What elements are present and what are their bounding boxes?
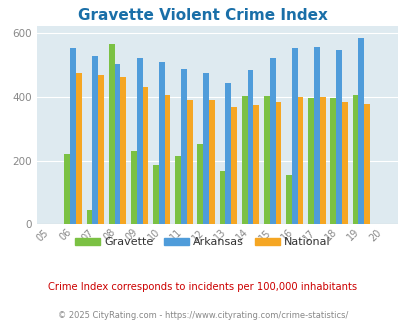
Bar	[275, 102, 281, 224]
Bar	[120, 78, 126, 224]
Bar	[209, 100, 214, 224]
Bar	[297, 97, 303, 224]
Bar	[319, 97, 325, 224]
Bar	[158, 62, 164, 224]
Bar	[98, 75, 104, 224]
Bar	[203, 73, 209, 224]
Bar	[291, 48, 297, 224]
Bar	[109, 44, 114, 224]
Bar	[330, 98, 335, 224]
Bar	[153, 165, 158, 224]
Bar	[92, 56, 98, 224]
Bar	[219, 171, 225, 224]
Bar	[64, 154, 70, 224]
Text: Gravette Violent Crime Index: Gravette Violent Crime Index	[78, 8, 327, 23]
Bar	[76, 73, 81, 224]
Bar	[86, 210, 92, 224]
Bar	[263, 96, 269, 224]
Bar	[164, 95, 170, 224]
Bar	[247, 70, 253, 224]
Bar	[186, 100, 192, 224]
Bar	[131, 151, 136, 224]
Text: © 2025 CityRating.com - https://www.cityrating.com/crime-statistics/: © 2025 CityRating.com - https://www.city…	[58, 311, 347, 320]
Bar	[142, 87, 148, 224]
Bar	[286, 175, 291, 224]
Bar	[253, 105, 258, 224]
Bar	[175, 156, 181, 224]
Bar	[230, 107, 237, 224]
Bar	[307, 98, 313, 224]
Legend: Gravette, Arkansas, National: Gravette, Arkansas, National	[70, 233, 335, 252]
Bar	[136, 58, 142, 224]
Bar	[313, 47, 319, 224]
Bar	[341, 102, 347, 224]
Bar	[335, 50, 341, 224]
Bar	[358, 38, 363, 224]
Bar	[70, 48, 76, 224]
Bar	[197, 144, 203, 224]
Bar	[225, 82, 230, 224]
Bar	[352, 95, 358, 224]
Bar	[269, 58, 275, 224]
Bar	[241, 96, 247, 224]
Bar	[363, 104, 369, 224]
Bar	[181, 69, 186, 224]
Text: Crime Index corresponds to incidents per 100,000 inhabitants: Crime Index corresponds to incidents per…	[48, 282, 357, 292]
Bar	[114, 64, 120, 224]
